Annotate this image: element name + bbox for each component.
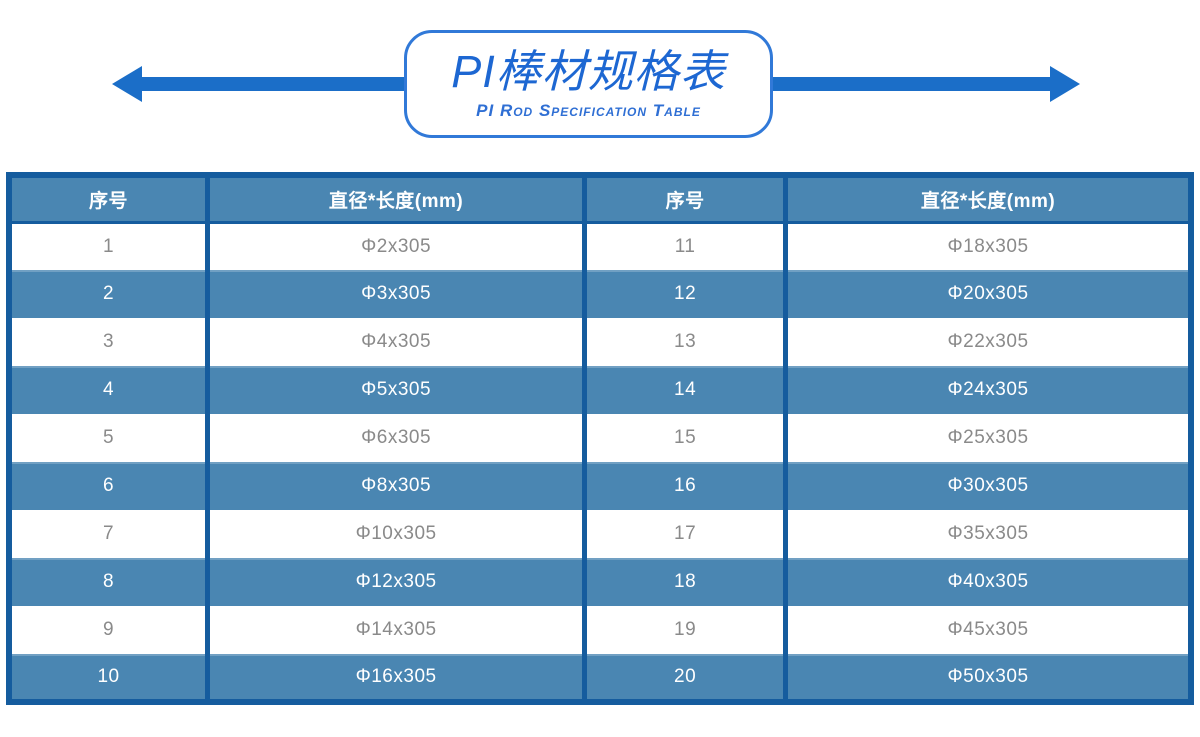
column-header-spec-left: 直径*长度(mm): [205, 175, 585, 224]
serial-cell: 16: [582, 462, 786, 510]
table-row: 6 Φ8x305 16 Φ30x305: [9, 462, 1191, 510]
serial-cell: 12: [582, 270, 786, 318]
spec-cell: Φ5x305: [205, 366, 585, 414]
serial-cell: 5: [9, 414, 208, 462]
serial-cell: 3: [9, 318, 208, 366]
serial-cell: 10: [9, 654, 208, 702]
spec-cell: Φ18x305: [783, 222, 1191, 270]
spec-table: 序号 直径*长度(mm) 序号 直径*长度(mm) 1 Φ2x305 11 Φ1…: [6, 172, 1194, 705]
serial-cell: 15: [582, 414, 786, 462]
spec-cell: Φ12x305: [205, 558, 585, 606]
serial-cell: 19: [582, 606, 786, 654]
title-banner: PI棒材规格表 PI Rod Specification Table: [0, 0, 1200, 168]
serial-cell: 17: [582, 510, 786, 558]
serial-cell: 8: [9, 558, 208, 606]
serial-cell: 4: [9, 366, 208, 414]
page-subtitle: PI Rod Specification Table: [476, 100, 701, 120]
table-row: 9 Φ14x305 19 Φ45x305: [9, 606, 1191, 654]
serial-cell: 7: [9, 510, 208, 558]
arrow-right-icon: [770, 66, 1080, 102]
spec-cell: Φ40x305: [783, 558, 1191, 606]
table-row: 10 Φ16x305 20 Φ50x305: [9, 654, 1191, 702]
spec-cell: Φ45x305: [783, 606, 1191, 654]
table-header-row: 序号 直径*长度(mm) 序号 直径*长度(mm): [9, 175, 1191, 224]
spec-cell: Φ30x305: [783, 462, 1191, 510]
table-row: 1 Φ2x305 11 Φ18x305: [9, 222, 1191, 270]
serial-cell: 14: [582, 366, 786, 414]
spec-cell: Φ22x305: [783, 318, 1191, 366]
table-row: 3 Φ4x305 13 Φ22x305: [9, 318, 1191, 366]
spec-cell: Φ50x305: [783, 654, 1191, 702]
table-row: 7 Φ10x305 17 Φ35x305: [9, 510, 1191, 558]
table-row: 5 Φ6x305 15 Φ25x305: [9, 414, 1191, 462]
arrow-left-icon: [112, 66, 408, 102]
title-box: PI棒材规格表 PI Rod Specification Table: [404, 30, 773, 138]
serial-cell: 1: [9, 222, 208, 270]
serial-cell: 20: [582, 654, 786, 702]
spec-cell: Φ8x305: [205, 462, 585, 510]
spec-cell: Φ16x305: [205, 654, 585, 702]
spec-cell: Φ6x305: [205, 414, 585, 462]
spec-cell: Φ4x305: [205, 318, 585, 366]
table-row: 4 Φ5x305 14 Φ24x305: [9, 366, 1191, 414]
spec-cell: Φ2x305: [205, 222, 585, 270]
spec-cell: Φ14x305: [205, 606, 585, 654]
spec-cell: Φ20x305: [783, 270, 1191, 318]
column-header-spec-right: 直径*长度(mm): [783, 175, 1191, 224]
spec-cell: Φ35x305: [783, 510, 1191, 558]
serial-cell: 2: [9, 270, 208, 318]
spec-cell: Φ25x305: [783, 414, 1191, 462]
serial-cell: 11: [582, 222, 786, 270]
serial-cell: 18: [582, 558, 786, 606]
serial-cell: 9: [9, 606, 208, 654]
column-header-serial-left: 序号: [9, 175, 208, 224]
table-row: 8 Φ12x305 18 Φ40x305: [9, 558, 1191, 606]
serial-cell: 6: [9, 462, 208, 510]
spec-cell: Φ10x305: [205, 510, 585, 558]
column-header-serial-right: 序号: [582, 175, 786, 224]
spec-cell: Φ3x305: [205, 270, 585, 318]
spec-cell: Φ24x305: [783, 366, 1191, 414]
serial-cell: 13: [582, 318, 786, 366]
page-title: PI棒材规格表: [451, 46, 726, 98]
table-row: 2 Φ3x305 12 Φ20x305: [9, 270, 1191, 318]
